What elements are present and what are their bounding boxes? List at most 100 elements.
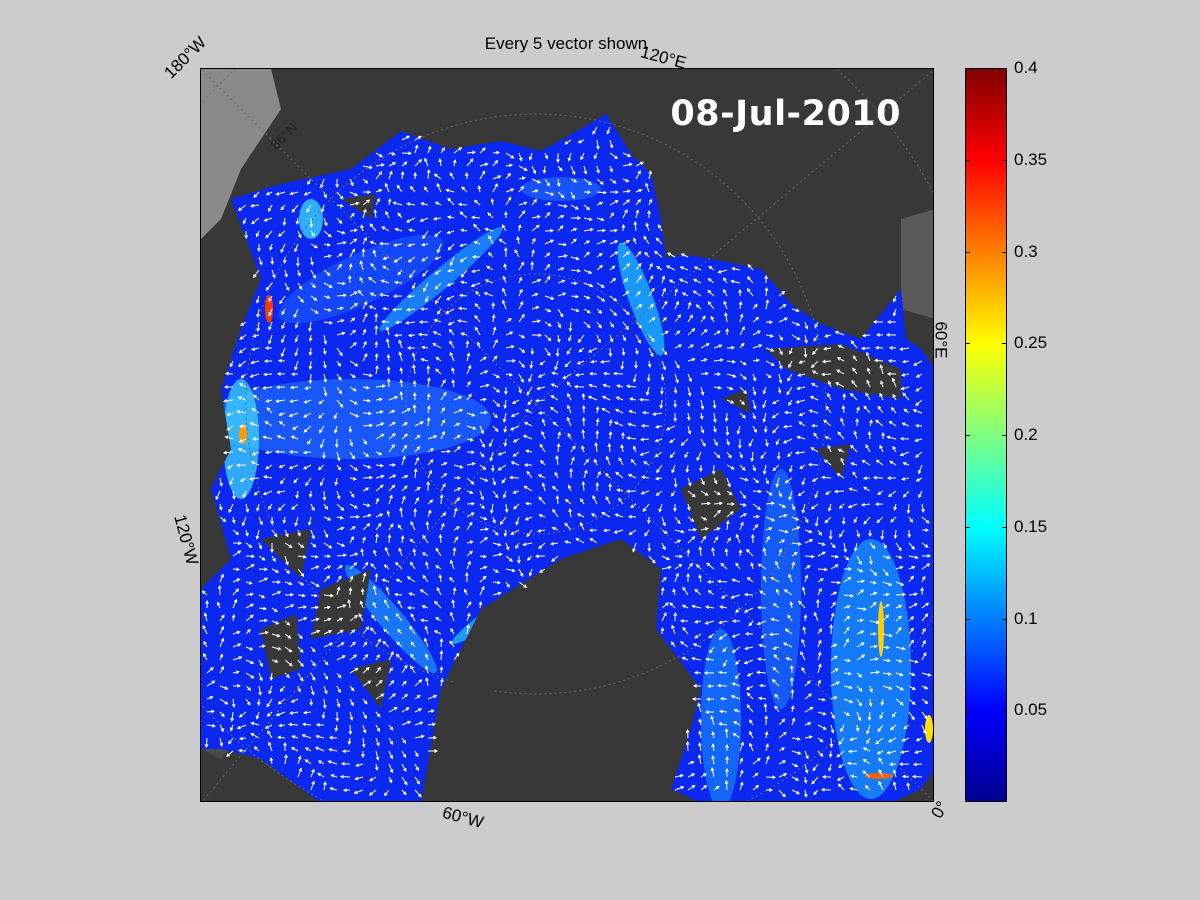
drift-vector-head [614,240,619,244]
drift-vector [700,502,711,505]
drift-vector-head [429,499,434,504]
drift-vector-head [666,556,671,561]
drift-vector-head [552,508,556,513]
drift-vector [238,204,247,211]
drift-vector-head [334,481,339,486]
drift-vector-head [400,535,405,540]
drift-vector-head [632,445,637,450]
drift-vector-head [787,453,791,458]
drift-vector [544,239,554,245]
drift-vector [583,178,592,185]
drift-vector-head [336,703,341,708]
drift-vector-head [625,290,630,295]
drift-vector-head [387,533,392,538]
drift-vector-head [357,289,362,294]
drift-vector [446,189,455,193]
drift-vector-head [846,615,851,620]
drift-vector-head [778,493,783,498]
drift-vector-head [286,570,291,574]
drift-vector [622,347,625,356]
drift-vector-head [389,769,394,774]
drift-vector [375,750,379,760]
drift-vector-head [408,228,413,233]
drift-vector-head [491,314,496,319]
drift-vector-head [659,404,664,409]
drift-vector [449,352,455,362]
drift-vector [752,503,761,510]
drift-vector-head [314,746,319,751]
drift-vector-head [228,740,232,745]
drift-vector [551,383,559,388]
drift-vector-head [632,378,637,383]
drift-vector-head [537,474,542,478]
drift-vector-head [752,377,757,382]
drift-vector-head [860,589,865,594]
drift-vector [669,602,676,609]
drift-vector-head [810,383,815,387]
drift-vector-head [394,227,399,232]
drift-vector [564,522,572,531]
drift-vector-head [412,379,417,384]
drift-vector [692,605,702,609]
drift-vector-head [516,236,520,241]
drift-vector-head [849,593,854,598]
drift-vector-head [521,349,526,353]
drift-vector-head [814,522,819,527]
drift-vector [336,629,344,635]
drift-vector [362,737,365,747]
drift-vector [492,315,495,323]
drift-vector-head [874,502,879,507]
drift-vector-head [750,457,755,462]
drift-vector-head [288,581,293,586]
drift-vector [291,747,299,752]
drift-vector-head [382,265,387,270]
drift-vector-head [686,402,691,407]
drift-vector [765,502,775,505]
drift-vector-head [801,481,806,486]
drift-vector [453,487,461,492]
drift-vector [609,240,618,245]
drift-vector-head [626,199,631,203]
drift-vector [815,516,819,526]
drift-vector-head [379,484,384,489]
drift-vector-head [797,542,802,546]
drift-vector [414,135,422,141]
drift-vector-head [521,364,525,368]
drift-vector-head [639,452,644,456]
drift-vector [544,295,554,300]
drift-vector [687,386,691,396]
drift-vector-head [311,780,315,785]
drift-vector [850,737,858,741]
drift-vector-head [601,407,606,412]
drift-vector [375,534,378,544]
drift-vector [531,279,541,284]
drift-vector-head [784,628,789,633]
drift-vector-head [849,699,854,704]
drift-vector [375,667,381,674]
drift-vector [700,527,708,531]
drift-vector-head [235,463,240,468]
drift-vector-head [272,274,276,279]
drift-vector-head [535,398,539,403]
drift-vector-head [435,356,440,361]
drift-vector-head [922,652,927,656]
drift-vector-head [731,619,736,623]
drift-vector-head [484,162,489,167]
drift-vector-head [433,630,438,634]
drift-vector-head [318,429,323,434]
drift-vector-head [323,364,327,369]
drift-vector [693,643,702,648]
drift-vector [576,373,585,376]
drift-vector-head [716,491,721,496]
drift-vector-head [376,742,380,747]
drift-vector-head [757,563,762,568]
drift-vector-head [692,684,697,688]
drift-vector [466,477,475,485]
drift-vector-head [662,287,666,292]
drift-vector-head [706,684,711,689]
drift-vector-head [615,190,620,194]
drift-vector [531,250,535,258]
drift-vector-head [630,504,635,508]
drift-vector [817,664,822,674]
drift-vector-head [350,182,354,187]
